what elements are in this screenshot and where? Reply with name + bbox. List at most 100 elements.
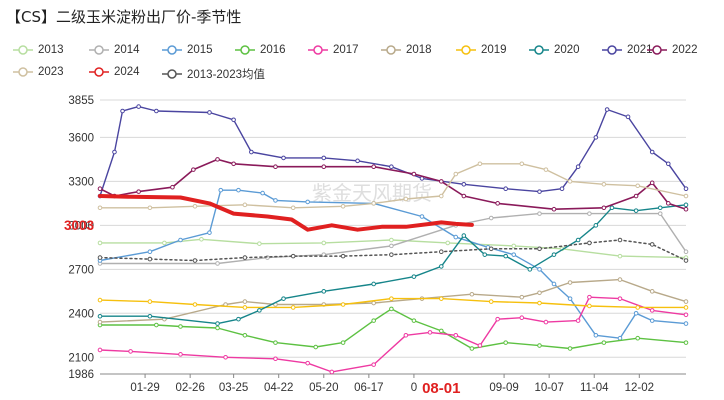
data-point bbox=[231, 161, 236, 167]
data-point bbox=[257, 241, 262, 246]
data-point bbox=[649, 308, 655, 313]
data-point bbox=[567, 179, 573, 184]
data-point bbox=[97, 205, 103, 211]
data-point bbox=[601, 340, 607, 345]
data-point bbox=[371, 362, 376, 367]
legend-label: 2016 bbox=[260, 44, 286, 56]
series-2024 bbox=[98, 194, 474, 232]
y-tick-label: 3000 bbox=[68, 220, 94, 232]
legend-item-2020[interactable]: 2020 bbox=[528, 44, 580, 56]
data-point bbox=[242, 202, 248, 208]
data-point bbox=[154, 322, 159, 328]
data-point bbox=[453, 234, 459, 240]
data-point bbox=[403, 332, 409, 338]
data-point bbox=[147, 313, 153, 319]
data-point bbox=[242, 305, 248, 310]
data-point bbox=[665, 201, 671, 206]
data-point bbox=[683, 206, 689, 212]
data-point bbox=[587, 303, 592, 309]
data-point bbox=[389, 243, 394, 249]
data-point bbox=[281, 155, 286, 161]
data-point bbox=[633, 311, 639, 316]
data-point bbox=[236, 316, 241, 322]
series-2016 bbox=[97, 306, 689, 351]
legend-marker-icon bbox=[529, 45, 549, 55]
data-point bbox=[453, 332, 459, 338]
data-point bbox=[191, 167, 196, 172]
legend-item-2013-2023均值[interactable]: 2013-2023均值 bbox=[161, 66, 265, 82]
data-point bbox=[355, 158, 360, 164]
y-tick-label: 2100 bbox=[68, 352, 94, 364]
data-point bbox=[461, 233, 467, 238]
legend-marker-icon bbox=[162, 45, 182, 55]
current-value-label: 3003 bbox=[64, 218, 95, 233]
legend-item-2019[interactable]: 2019 bbox=[455, 44, 507, 56]
data-point bbox=[207, 110, 212, 115]
legend-label: 2021 bbox=[627, 44, 653, 56]
series-2023 bbox=[97, 161, 689, 211]
data-point bbox=[657, 205, 663, 211]
legend-marker-icon bbox=[235, 45, 255, 55]
data-point bbox=[192, 203, 198, 209]
data-point bbox=[411, 274, 417, 279]
data-point bbox=[97, 319, 103, 325]
data-point bbox=[683, 340, 689, 345]
data-point bbox=[340, 203, 346, 209]
legend-marker-icon bbox=[602, 45, 622, 55]
data-point bbox=[340, 253, 346, 259]
data-point bbox=[178, 324, 183, 329]
data-point bbox=[215, 325, 220, 331]
data-point bbox=[649, 318, 655, 323]
legend-item-2013[interactable]: 2013 bbox=[12, 44, 64, 56]
data-point bbox=[371, 164, 376, 170]
legend-label: 2020 bbox=[554, 44, 580, 56]
data-point bbox=[389, 237, 394, 243]
legend-item-2016[interactable]: 2016 bbox=[234, 44, 286, 56]
legend-label: 2013-2023均值 bbox=[187, 69, 265, 81]
data-point bbox=[389, 164, 394, 170]
data-point bbox=[683, 299, 689, 304]
data-point bbox=[587, 240, 592, 246]
data-point bbox=[242, 299, 248, 304]
data-point bbox=[537, 343, 542, 348]
data-point bbox=[147, 205, 153, 211]
data-point bbox=[97, 297, 103, 303]
data-point bbox=[575, 318, 581, 323]
legend-item-2014[interactable]: 2014 bbox=[88, 44, 140, 56]
data-point bbox=[559, 186, 565, 191]
legend-item-2023[interactable]: 2023 bbox=[12, 66, 64, 78]
legend-label: 2015 bbox=[187, 44, 213, 56]
data-point bbox=[551, 206, 557, 212]
data-point bbox=[587, 294, 592, 300]
data-point bbox=[575, 237, 581, 243]
y-tick-label: 1986 bbox=[68, 369, 94, 381]
legend-item-2021[interactable]: 2021 bbox=[601, 44, 653, 56]
legend-item-2018[interactable]: 2018 bbox=[380, 44, 432, 56]
data-point bbox=[218, 187, 224, 193]
data-point bbox=[683, 321, 689, 326]
data-point bbox=[665, 161, 671, 167]
series-line bbox=[99, 296, 687, 373]
data-point bbox=[411, 171, 417, 177]
legend-item-2024[interactable]: 2024 bbox=[88, 66, 140, 78]
data-point bbox=[617, 296, 623, 301]
legend-item-2022[interactable]: 2022 bbox=[646, 44, 698, 56]
series-line bbox=[99, 278, 687, 323]
series-2020 bbox=[97, 202, 689, 326]
x-tick-label: 06-17 bbox=[354, 382, 383, 394]
data-point bbox=[511, 252, 517, 257]
data-point bbox=[649, 289, 655, 294]
data-point bbox=[273, 164, 278, 170]
data-point bbox=[633, 193, 639, 199]
data-point bbox=[488, 299, 494, 304]
data-point bbox=[389, 252, 394, 257]
data-point bbox=[537, 300, 542, 306]
data-point bbox=[527, 267, 533, 272]
data-point bbox=[482, 252, 488, 257]
legend-item-2017[interactable]: 2017 bbox=[307, 44, 359, 56]
data-point bbox=[305, 199, 310, 205]
data-point bbox=[537, 189, 542, 194]
data-point bbox=[488, 215, 494, 221]
data-point bbox=[683, 186, 689, 191]
legend-item-2015[interactable]: 2015 bbox=[161, 44, 213, 56]
